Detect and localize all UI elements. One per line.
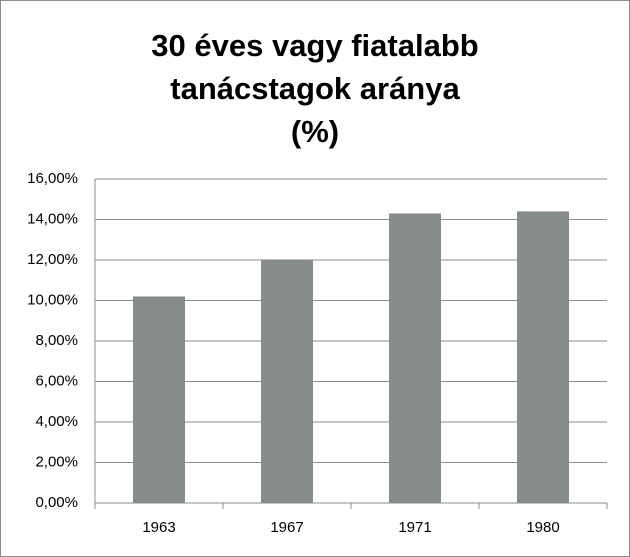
y-tick-label: 16,00%: [27, 170, 78, 187]
y-tick-label: 12,00%: [27, 251, 78, 268]
y-tick-label: 14,00%: [27, 210, 78, 227]
y-tick-label: 0,00%: [35, 494, 78, 511]
chart-title: (%): [291, 114, 339, 149]
y-tick-label: 8,00%: [35, 332, 78, 349]
x-tick-label: 1971: [398, 519, 431, 536]
bar: [133, 296, 185, 503]
x-tick-label: 1963: [142, 519, 175, 536]
x-tick-label: 1967: [270, 519, 303, 536]
bar: [261, 260, 313, 503]
bar: [517, 211, 569, 503]
chart-title: tanácstagok aránya: [170, 71, 460, 106]
y-tick-label: 6,00%: [35, 372, 78, 389]
y-tick-label: 4,00%: [35, 413, 78, 430]
y-tick-label: 2,00%: [35, 453, 78, 470]
x-tick-label: 1980: [526, 519, 559, 536]
y-tick-label: 10,00%: [27, 291, 78, 308]
chart-title: 30 éves vagy fiatalabb: [151, 28, 478, 63]
bar: [389, 213, 441, 504]
